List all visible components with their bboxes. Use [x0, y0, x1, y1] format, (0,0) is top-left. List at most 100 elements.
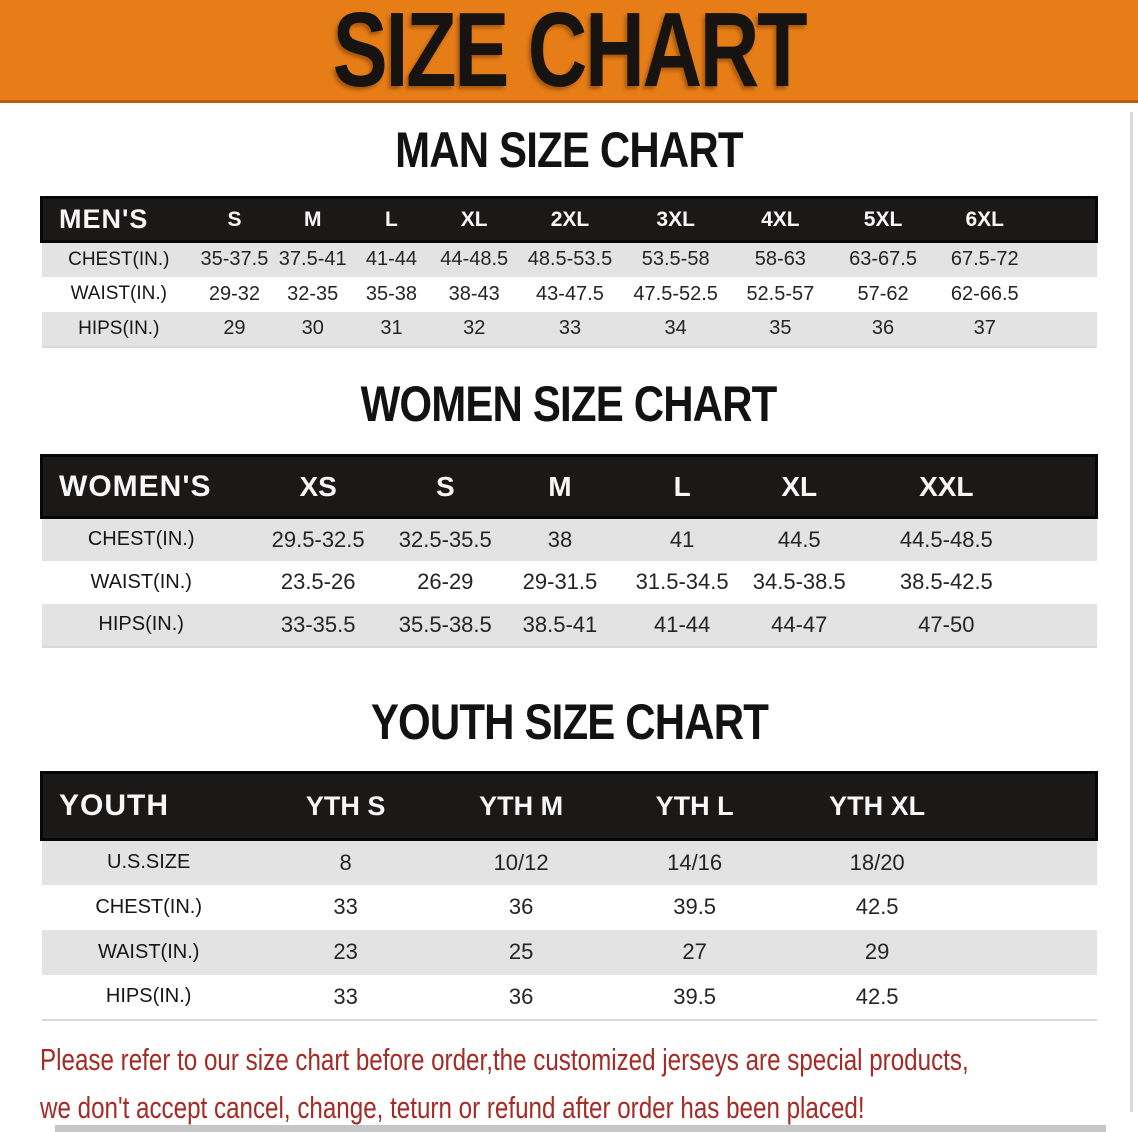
size-table-header-row: YOUTH YTH S YTH M YTH L YTH XL	[39, 771, 1098, 841]
measure-value: 18/20	[782, 838, 972, 885]
table-row: WAIST(IN.) 23 25 27 29	[41, 929, 1097, 975]
measure-value: 44-48.5	[430, 240, 519, 277]
measure-value: 29	[782, 929, 972, 975]
table-row: CHEST(IN.) 29.5-32.5 32.5-35.5 38 41 44.5 44.5…	[41, 516, 1097, 561]
measure-value: 35-38	[365, 282, 418, 305]
measure-value: 43-47.5	[536, 282, 604, 305]
measure-value: 30	[272, 311, 353, 348]
youth-size-table: YOUTH YTH S YTH M YTH L YTH XL U.S.SIZE 8 10/12…	[39, 771, 1098, 1021]
measure-value: 38.5-41	[495, 603, 625, 648]
size-column-header: M	[272, 196, 353, 243]
measure-label: U.S.SIZE	[41, 838, 256, 885]
measure-label: HIPS(IN.)	[41, 974, 256, 1021]
size-table-header-row: MEN'S S M L XL 2XL 3XL 4XL 5XL 6XL	[40, 196, 1098, 243]
measure-label: HIPS(IN.)	[41, 311, 197, 348]
size-column-header: YTH XL	[782, 771, 972, 841]
row-filler	[971, 929, 1097, 975]
row-filler	[971, 838, 1097, 885]
measure-value: 10/12	[435, 838, 607, 885]
size-column-header: 4XL	[729, 196, 832, 243]
measure-value: 33-35.5	[240, 603, 396, 648]
row-filler	[1034, 311, 1097, 348]
mens-size-table: MEN'S S M L XL 2XL 3XL 4XL 5XL 6XL CHEST(IN.) 35-37…	[40, 196, 1098, 348]
table-row: WAIST(IN.) 23.5-26 26-29 29-31.5 31.5-34.5 34…	[42, 561, 1097, 604]
measure-label: WAIST(IN.)	[41, 929, 256, 975]
row-filler	[1035, 277, 1097, 312]
size-column-header: 2XL	[518, 196, 622, 243]
measure-value: 62-66.5	[950, 282, 1019, 305]
size-column-header: XXL	[859, 454, 1034, 519]
measure-value: 42.5	[782, 974, 972, 1021]
measure-value: 36	[831, 311, 935, 348]
measure-value: 29-32	[208, 282, 261, 305]
measure-value: 33	[333, 894, 358, 919]
size-column-header: XL	[430, 196, 519, 243]
size-column-header: L	[624, 454, 740, 519]
size-group-label: MEN'S	[40, 196, 197, 243]
measure-value: 33	[518, 311, 622, 348]
table-row: HIPS(IN.) 33-35.5 35.5-38.5 38.5-41 41-44 44-…	[41, 603, 1097, 648]
size-column-header: YTH S	[255, 771, 436, 841]
row-filler	[971, 974, 1097, 1021]
right-edge-artifact	[1130, 112, 1133, 1112]
measure-value: 8	[255, 838, 436, 885]
table-row: HIPS(IN.) 29 30 31 32 33 34 35 36 37	[41, 311, 1097, 348]
banner-title: SIZE CHART	[332, 0, 808, 109]
measure-value: 44.5	[739, 516, 860, 561]
size-column-header: M	[495, 454, 625, 519]
size-table-header-row: WOMEN'S XS S M L XL XXL	[39, 454, 1098, 519]
size-chart-banner: SIZE CHART	[0, 0, 1138, 103]
table-row: HIPS(IN.) 33 36 39.5 42.5	[41, 974, 1097, 1021]
size-column-header: YTH L	[606, 771, 783, 841]
measure-value: 27	[606, 929, 783, 975]
disclaimer: Please refer to our size chart before or…	[40, 1036, 1138, 1132]
size-column-header: YTH M	[435, 771, 607, 841]
measure-value: 26-29	[417, 569, 474, 594]
measure-value: 47-50	[859, 603, 1034, 648]
bottom-edge-artifact	[55, 1125, 1106, 1132]
measure-value: 36	[508, 894, 534, 919]
women-size-chart-title-text: WOMEN SIZE CHART	[361, 376, 778, 432]
table-row: U.S.SIZE 8 10/12 14/16 18/20	[41, 838, 1097, 885]
row-filler	[1033, 516, 1097, 561]
measure-value: 29	[196, 311, 273, 348]
measure-value: 41	[624, 516, 740, 561]
measure-value: 38.5-42.5	[899, 569, 993, 594]
measure-value: 38	[495, 516, 625, 561]
table-row: WAIST(IN.) 29-32 32-35 35-38 38-43 43-47.5 47.…	[42, 277, 1097, 312]
row-filler	[972, 885, 1097, 930]
header-filler	[1033, 454, 1098, 519]
measure-value: 36	[435, 974, 607, 1021]
womens-size-table: WOMEN'S XS S M L XL XXL CHEST(IN.) 29.5-32.5 32.5…	[39, 454, 1098, 648]
header-filler	[971, 771, 1098, 841]
measure-value: 32	[430, 311, 519, 348]
man-size-chart-title-text: MAN SIZE CHART	[395, 122, 743, 178]
measure-value: 63-67.5	[831, 240, 935, 277]
measure-value: 48.5-53.5	[518, 240, 622, 277]
size-column-header: S	[395, 454, 496, 519]
measure-value: 34	[621, 311, 730, 348]
disclaimer-line-2: we don't accept cancel, change, teturn o…	[40, 1090, 865, 1125]
measure-value: 44.5-48.5	[859, 516, 1034, 561]
measure-value: 37.5-41	[272, 240, 353, 277]
measure-value: 37	[934, 311, 1035, 348]
youth-size-chart-title: YOUTH SIZE CHART	[0, 697, 1138, 747]
measure-value: 44-47	[739, 603, 860, 648]
measure-value: 41-44	[624, 603, 740, 648]
table-row: CHEST(IN.) 35-37.5 37.5-41 41-44 44-48.5 48.5…	[41, 240, 1097, 277]
measure-value: 23.5-26	[280, 569, 356, 594]
row-filler	[1034, 561, 1097, 604]
header-filler	[1034, 196, 1098, 243]
measure-value: 52.5-57	[746, 282, 815, 305]
measure-label: WAIST(IN.)	[90, 570, 192, 593]
measure-value: 57-62	[857, 282, 909, 305]
measure-value: 31	[352, 311, 431, 348]
measure-value: 31.5-34.5	[635, 569, 729, 594]
measure-value: 14/16	[606, 838, 783, 885]
size-column-header: 6XL	[934, 196, 1035, 243]
measure-value: 29.5-32.5	[240, 516, 396, 561]
measure-value: 53.5-58	[621, 240, 730, 277]
measure-value: 32.5-35.5	[395, 516, 496, 561]
women-size-chart-title: WOMEN SIZE CHART	[0, 376, 1138, 432]
